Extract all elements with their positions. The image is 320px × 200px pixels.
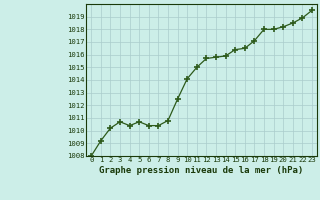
X-axis label: Graphe pression niveau de la mer (hPa): Graphe pression niveau de la mer (hPa): [100, 166, 304, 175]
